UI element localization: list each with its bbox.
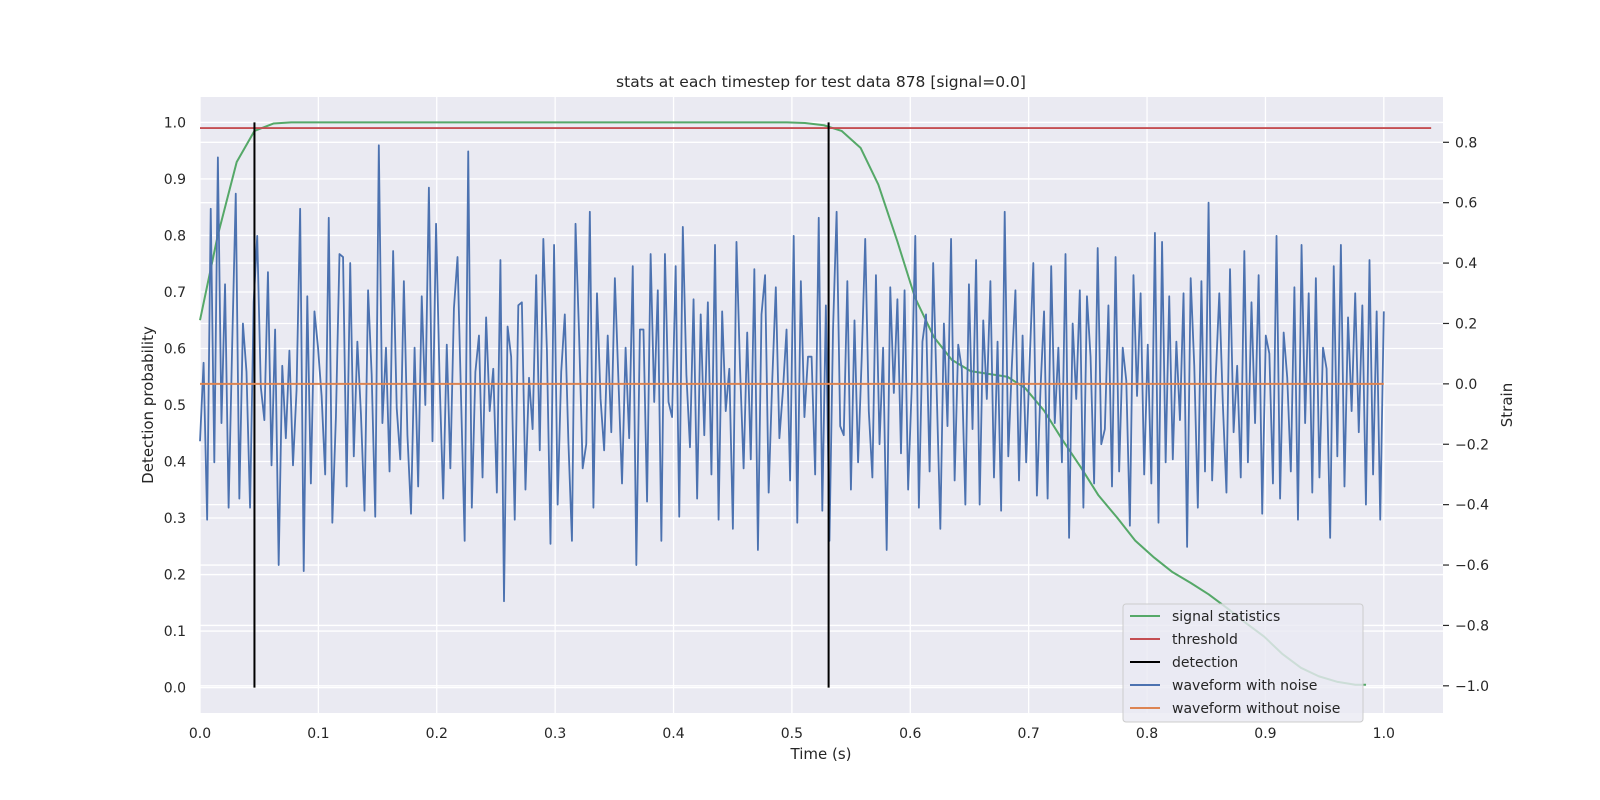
x-tick-label: 0.6 [899, 726, 921, 742]
y-tick-label: 0.9 [164, 172, 186, 188]
x-tick-label: 0.5 [781, 726, 803, 742]
x-tick-label: 0.4 [662, 726, 684, 742]
x-tick-label: 0.8 [1136, 726, 1158, 742]
y-tick-label: 0.6 [164, 341, 186, 357]
x-tick-label: 0.1 [307, 726, 329, 742]
legend-label-waveform-without-noise: waveform without noise [1172, 701, 1340, 717]
y2-tick-label: −0.2 [1455, 437, 1489, 453]
y-tick-label: 0.2 [164, 568, 186, 584]
x-tick-label: 0.2 [426, 726, 448, 742]
x-tick-label: 0.0 [189, 726, 211, 742]
y-tick-label: 0.3 [164, 511, 186, 527]
y-tick-label: 0.8 [164, 228, 186, 244]
legend-box [1122, 603, 1364, 723]
y2-tick-label: 0.4 [1455, 256, 1477, 272]
legend-label-threshold: threshold [1172, 632, 1238, 648]
legend: signal statistics threshold detection wa… [1122, 603, 1364, 723]
chart-title: stats at each timestep for test data 878… [616, 73, 1026, 91]
y-axis-label: Detection probability [139, 326, 157, 484]
y-tick-label: 0.7 [164, 285, 186, 301]
y2-tick-label: −0.6 [1455, 558, 1489, 574]
legend-label-detection: detection [1172, 655, 1238, 671]
x-tick-label: 1.0 [1373, 726, 1395, 742]
y2-tick-label: −1.0 [1455, 679, 1489, 695]
axes: 0.0 0.1 0.2 0.3 0.4 0.5 0.6 0.7 0.8 0.9 1.0 0.0 0.1 0… [164, 115, 1489, 742]
y-tick-label: 0.0 [164, 681, 186, 697]
y2-tick-label: 0.2 [1455, 316, 1477, 332]
y-tick-label: 0.5 [164, 398, 186, 414]
legend-label-signal-statistics: signal statistics [1172, 609, 1280, 625]
x-tick-label: 0.9 [1254, 726, 1276, 742]
y-tick-label: 0.4 [164, 455, 186, 471]
x-tick-label: 0.7 [1018, 726, 1040, 742]
series-signal-statistics [199, 121, 1367, 686]
y2-tick-label: −0.4 [1455, 498, 1489, 514]
y-tick-label: 1.0 [164, 115, 186, 131]
series-waveform-with-noise [199, 144, 1385, 603]
y2-axis-label: Strain [1498, 383, 1516, 427]
y2-tick-label: −0.8 [1455, 618, 1489, 634]
y-tick-label: 0.1 [164, 624, 186, 640]
y2-tick-label: 0.8 [1455, 135, 1477, 151]
series-layer [199, 121, 1432, 688]
y2-tick-label: 0.0 [1455, 377, 1477, 393]
legend-label-waveform-with-noise: waveform with noise [1172, 678, 1317, 694]
x-tick-label: 0.3 [544, 726, 566, 742]
y2-tick-label: 0.6 [1455, 196, 1477, 212]
x-axis-label: Time (s) [790, 745, 852, 763]
